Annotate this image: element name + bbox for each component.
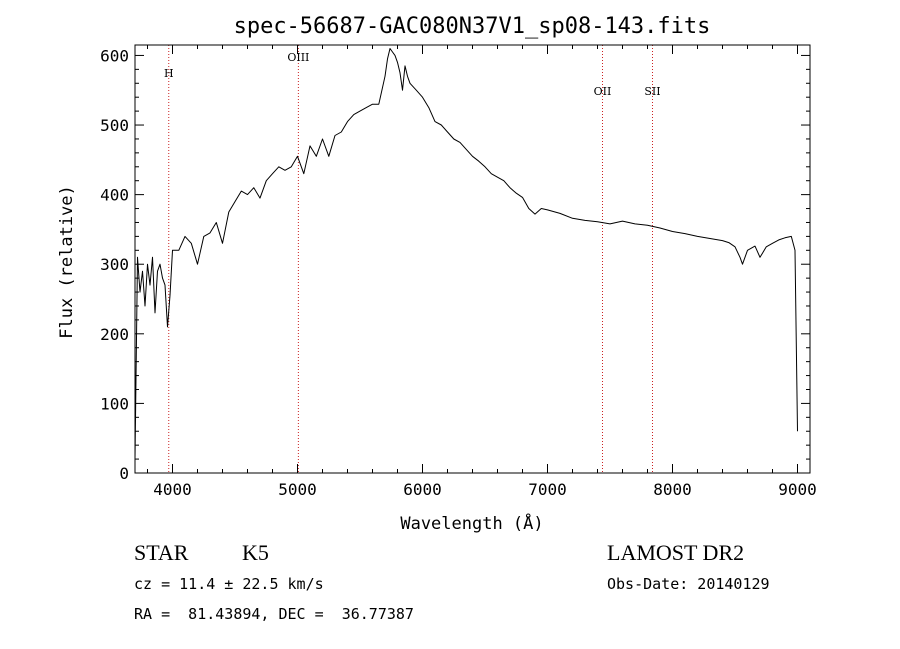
spectrum-series-line (134, 48, 798, 460)
y-tick-label: 500 (100, 116, 129, 135)
y-tick-label: 600 (100, 46, 129, 65)
emission-line-label: SII (644, 85, 660, 98)
x-tick-label: 6000 (403, 480, 442, 499)
y-tick-label: 100 (100, 394, 129, 413)
emission-line-label: OII (594, 85, 612, 98)
x-tick-label: 9000 (778, 480, 817, 499)
redshift-readout: cz = 11.4 ± 22.5 km/s (134, 575, 324, 593)
object-class: STAR (134, 540, 189, 565)
x-tick-label: 5000 (278, 480, 317, 499)
x-tick-label: 7000 (528, 480, 567, 499)
y-tick-label: 200 (100, 325, 129, 344)
plot-frame (134, 44, 811, 474)
chart-title: spec-56687-GAC080N37V1_sp08-143.fits (234, 14, 711, 39)
x-axis-label: Wavelength (Å) (400, 512, 543, 534)
emission-line-label: H (164, 67, 174, 80)
y-tick-label: 400 (100, 186, 129, 205)
y-tick-label: 0 (119, 464, 129, 483)
survey-name: LAMOST DR2 (607, 540, 745, 565)
y-tick-label: 300 (100, 255, 129, 274)
spectral-subclass: K5 (242, 540, 269, 565)
observation-date: Obs-Date: 20140129 (607, 575, 770, 593)
y-axis-label: Flux (relative) (57, 185, 77, 339)
sky-coordinates: RA = 81.43894, DEC = 36.77387 (134, 605, 414, 623)
emission-line-label: OIII (287, 51, 309, 64)
x-tick-label: 4000 (153, 480, 192, 499)
x-tick-label: 8000 (653, 480, 692, 499)
